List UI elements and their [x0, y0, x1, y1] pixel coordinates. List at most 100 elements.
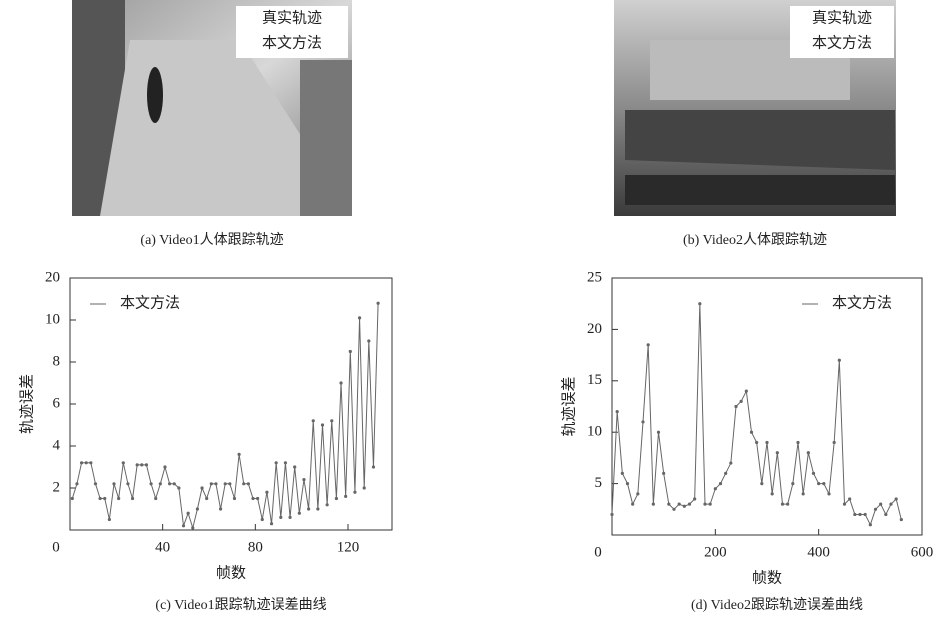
x-tick-label: 600 [911, 544, 934, 560]
point [344, 495, 347, 498]
point [745, 389, 748, 392]
point [636, 492, 639, 495]
y-tick-label: 20 [45, 269, 60, 285]
x-tick-label: 400 [807, 544, 830, 560]
point [807, 451, 810, 454]
point [298, 512, 301, 515]
series-line [612, 304, 901, 525]
point [781, 503, 784, 506]
point [279, 516, 282, 519]
y-tick-label: 10 [45, 311, 60, 327]
point [108, 518, 111, 521]
point [293, 465, 296, 468]
point [688, 503, 691, 506]
x-axis-label: 帧数 [216, 564, 246, 581]
point [822, 482, 825, 485]
point [80, 461, 83, 464]
caption: (d) Video2跟踪轨迹误差曲线 [691, 597, 863, 613]
point [693, 497, 696, 500]
point [136, 463, 139, 466]
point [827, 492, 830, 495]
point [242, 482, 245, 485]
x-axis-label: 帧数 [752, 569, 782, 586]
point [657, 431, 660, 434]
point [99, 497, 102, 500]
point [238, 453, 241, 456]
point [339, 381, 342, 384]
point [316, 507, 319, 510]
point [833, 441, 836, 444]
point [131, 497, 134, 500]
x-tick-label: 120 [337, 539, 360, 555]
point [363, 486, 366, 489]
point [261, 518, 264, 521]
point [187, 512, 190, 515]
point [302, 478, 305, 481]
plot-frame [70, 278, 392, 530]
point [85, 461, 88, 464]
point [838, 359, 841, 362]
caption: (c) Video1跟踪轨迹误差曲线 [155, 597, 326, 613]
figure: 真实轨迹 本文方法 (a) Video1人体跟踪轨迹 真实轨迹 本文方法 (b)… [0, 0, 951, 624]
point [256, 497, 259, 500]
point [610, 513, 613, 516]
y-tick-label: 6 [53, 395, 61, 411]
point [196, 507, 199, 510]
point [284, 461, 287, 464]
point [140, 463, 143, 466]
point [843, 503, 846, 506]
point [335, 497, 338, 500]
point [879, 503, 882, 506]
point [145, 463, 148, 466]
point [275, 461, 278, 464]
point [796, 441, 799, 444]
point [817, 482, 820, 485]
point [126, 482, 129, 485]
point [734, 405, 737, 408]
point [641, 420, 644, 423]
legend-label: 本文方法 [832, 294, 892, 311]
point [117, 497, 120, 500]
point [182, 524, 185, 527]
point [205, 497, 208, 500]
point [173, 482, 176, 485]
point [678, 503, 681, 506]
point [884, 513, 887, 516]
point [122, 461, 125, 464]
y-tick-label: 5 [595, 475, 603, 491]
point [714, 487, 717, 490]
photo-legend: 真实轨迹 [262, 8, 322, 26]
plot-frame [612, 278, 922, 535]
point [372, 465, 375, 468]
point [874, 508, 877, 511]
point [75, 482, 78, 485]
legend-label: 本文方法 [120, 294, 180, 311]
point [631, 503, 634, 506]
point [377, 302, 380, 305]
point [358, 316, 361, 319]
point [647, 343, 650, 346]
y-tick-label: 25 [587, 269, 602, 285]
point [791, 482, 794, 485]
point [307, 507, 310, 510]
point [219, 507, 222, 510]
point [895, 497, 898, 500]
y-tick-label: 15 [587, 372, 602, 388]
point [667, 503, 670, 506]
point [94, 482, 97, 485]
point [853, 513, 856, 516]
photo-legend: 真实轨迹 [812, 8, 872, 26]
point [771, 492, 774, 495]
point [349, 350, 352, 353]
y-tick-label: 10 [587, 424, 602, 440]
point [729, 461, 732, 464]
point [71, 497, 74, 500]
point [312, 419, 315, 422]
point [786, 503, 789, 506]
point [288, 516, 291, 519]
point [765, 441, 768, 444]
point [621, 472, 624, 475]
caption: (b) Video2人体跟踪轨迹 [683, 232, 827, 248]
point [168, 482, 171, 485]
y-tick-label: 2 [53, 479, 61, 495]
